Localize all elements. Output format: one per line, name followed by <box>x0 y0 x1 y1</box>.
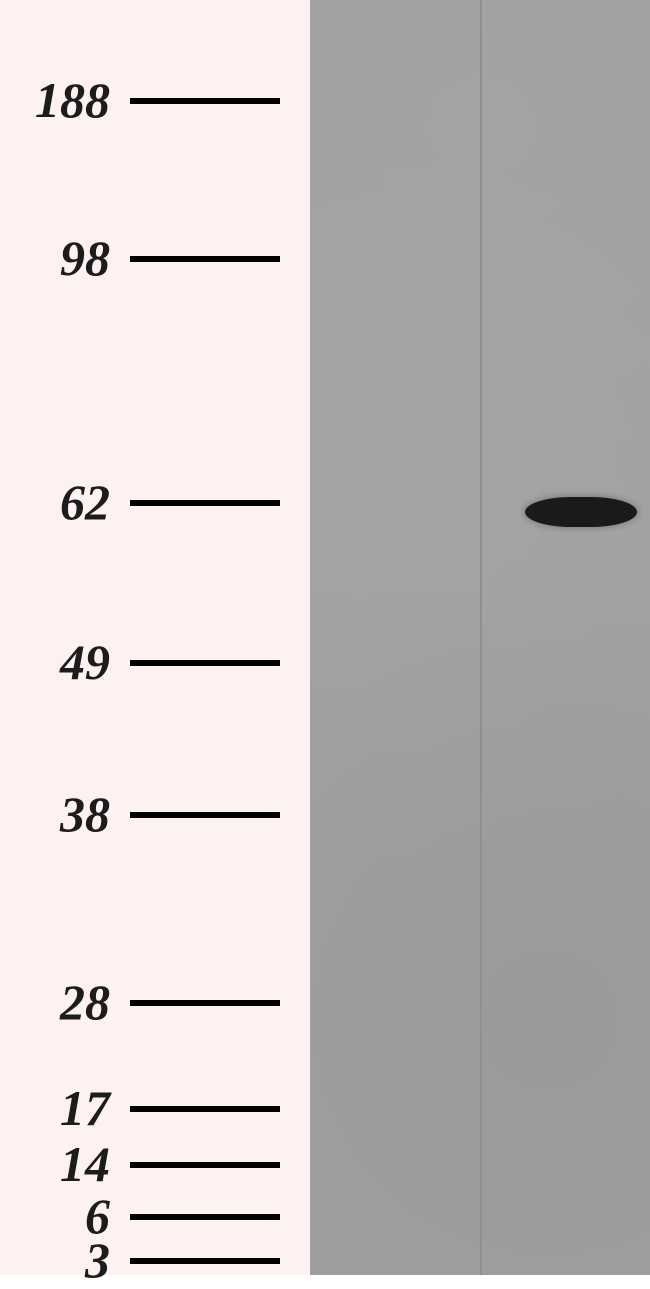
mw-marker-label: 98 <box>0 229 110 287</box>
lane-divider <box>480 0 482 1275</box>
mw-marker-label: 3 <box>0 1231 110 1289</box>
mw-marker-label: 49 <box>0 633 110 691</box>
mw-marker-label: 14 <box>0 1135 110 1193</box>
mw-marker-tick <box>130 1106 280 1112</box>
mw-marker-tick <box>130 500 280 506</box>
mw-marker-tick <box>130 256 280 262</box>
mw-marker-label: 188 <box>0 71 110 129</box>
mw-marker-tick <box>130 660 280 666</box>
mw-marker-label: 38 <box>0 785 110 843</box>
mw-marker-tick <box>130 98 280 104</box>
mw-marker-tick <box>130 1214 280 1220</box>
mw-marker-tick <box>130 1000 280 1006</box>
mw-marker-tick <box>130 812 280 818</box>
mw-marker-tick <box>130 1258 280 1264</box>
protein-band <box>525 497 637 527</box>
western-blot-panel <box>310 0 650 1275</box>
mw-marker-label: 28 <box>0 973 110 1031</box>
mw-marker-tick <box>130 1162 280 1168</box>
mw-marker-label: 62 <box>0 473 110 531</box>
molecular-weight-ladder-panel: 1889862493828171463 <box>0 0 310 1275</box>
mw-marker-label: 17 <box>0 1079 110 1137</box>
